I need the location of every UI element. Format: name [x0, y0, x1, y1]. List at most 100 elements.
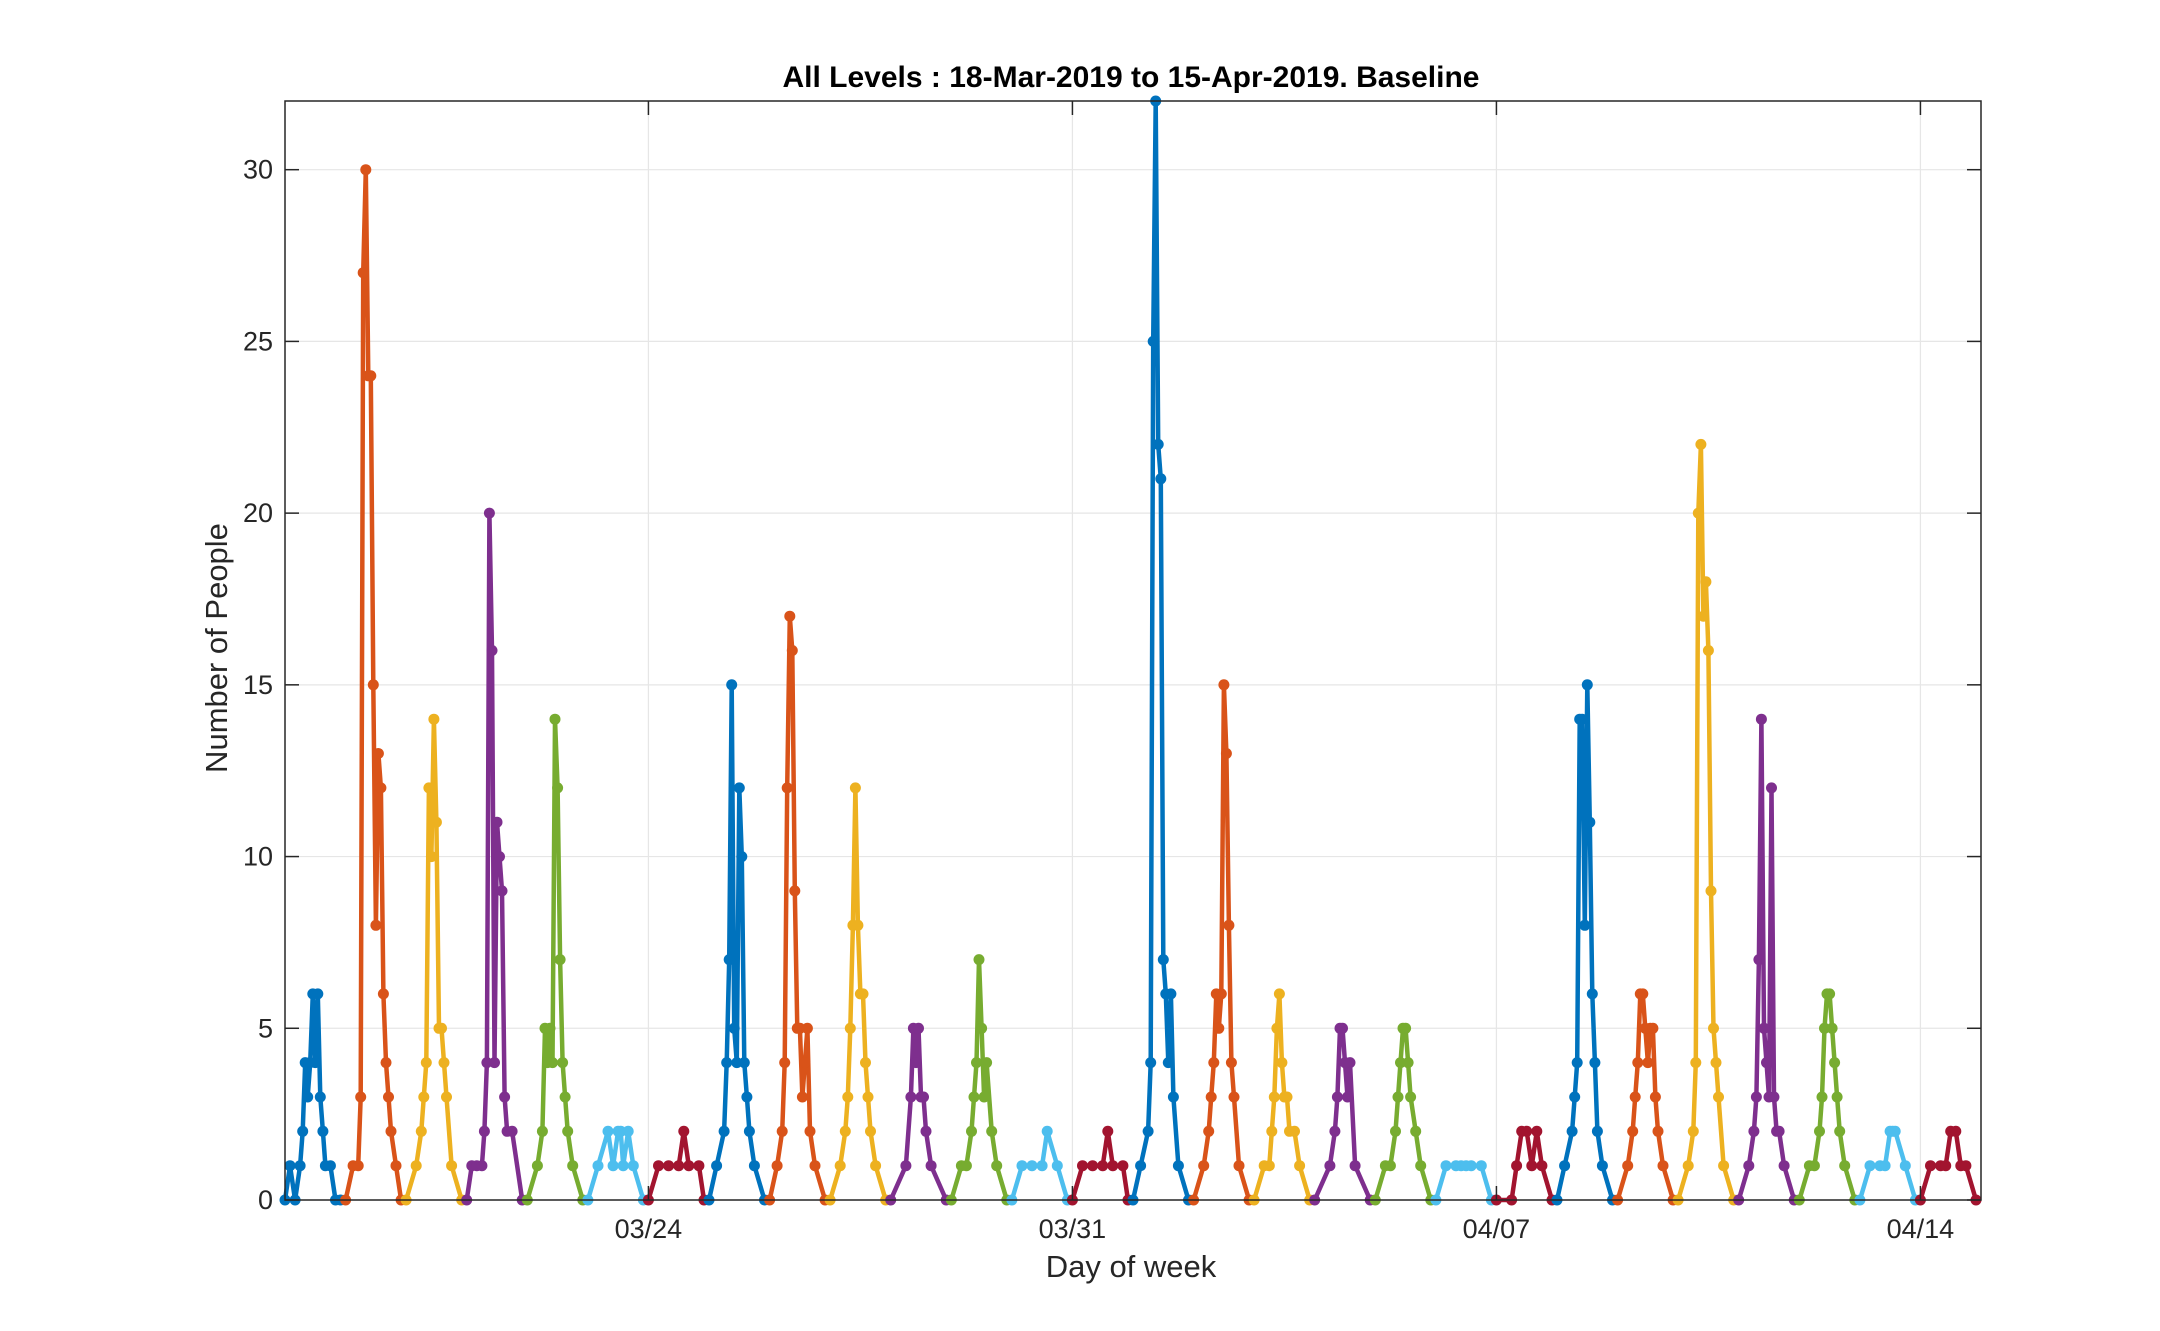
data-point	[1440, 1160, 1452, 1172]
series-10	[824, 782, 892, 1206]
data-point	[536, 1125, 548, 1137]
series-3	[400, 713, 468, 1206]
data-point	[360, 164, 372, 176]
data-point	[1344, 1057, 1356, 1069]
data-point	[428, 713, 440, 725]
data-point	[1276, 1057, 1288, 1069]
data-point	[1172, 1160, 1184, 1172]
data-point	[1622, 1160, 1634, 1172]
data-point	[1629, 1091, 1641, 1103]
data-point	[1266, 1125, 1278, 1137]
data-point	[748, 1160, 760, 1172]
data-point	[284, 1160, 296, 1172]
data-point	[1950, 1125, 1962, 1137]
data-point	[1571, 1057, 1583, 1069]
data-point	[1713, 1091, 1724, 1103]
data-point	[592, 1160, 604, 1172]
data-point	[390, 1160, 402, 1172]
data-point	[1097, 1160, 1109, 1172]
data-point	[653, 1160, 664, 1172]
data-point	[1584, 816, 1596, 828]
data-point	[1036, 1160, 1048, 1172]
data-point	[1410, 1125, 1422, 1137]
data-point	[799, 1057, 811, 1069]
data-point	[1337, 1022, 1348, 1034]
data-point	[1591, 1125, 1603, 1137]
data-point	[1218, 679, 1230, 691]
data-point	[552, 782, 564, 794]
data-point	[1652, 1125, 1664, 1137]
data-point	[1755, 713, 1767, 725]
data-point	[478, 1125, 490, 1137]
data-point	[1589, 1057, 1601, 1069]
data-point	[355, 1091, 367, 1103]
data-point	[860, 1057, 871, 1069]
data-point	[557, 1057, 569, 1069]
data-point	[1225, 1057, 1237, 1069]
series-16	[1188, 679, 1255, 1206]
data-point	[1531, 1125, 1543, 1137]
data-point	[1145, 1057, 1157, 1069]
data-point	[693, 1160, 705, 1172]
y-tick-label: 0	[258, 1185, 273, 1215]
data-point	[1198, 1160, 1210, 1172]
data-point	[1778, 1160, 1790, 1172]
data-point	[1637, 988, 1649, 1000]
plot-frame	[284, 100, 1982, 1201]
data-point	[420, 1057, 432, 1069]
data-point	[1889, 1125, 1901, 1137]
data-point	[1289, 1125, 1300, 1137]
series-line	[767, 613, 828, 1201]
data-point	[297, 1125, 309, 1137]
data-series	[279, 95, 1982, 1206]
data-point	[554, 954, 566, 966]
data-point	[1157, 954, 1169, 966]
y-tick-label: 10	[243, 842, 273, 872]
data-point	[1152, 438, 1164, 450]
data-point	[726, 679, 738, 691]
data-point	[1271, 1022, 1283, 1034]
series-11	[885, 1022, 952, 1206]
data-point	[786, 645, 798, 656]
data-point	[549, 713, 561, 725]
data-point	[900, 1160, 912, 1172]
data-point	[1281, 1091, 1293, 1103]
data-point	[796, 1091, 808, 1103]
data-point	[743, 1125, 755, 1137]
data-point	[476, 1160, 488, 1172]
data-point	[1405, 1091, 1417, 1103]
data-point	[1808, 1160, 1820, 1172]
series-21	[1490, 1125, 1558, 1206]
data-point	[991, 1160, 1003, 1172]
data-point	[771, 1160, 783, 1172]
data-point	[728, 1022, 740, 1034]
data-point	[489, 1057, 500, 1069]
data-point	[410, 1160, 422, 1172]
series-4	[461, 507, 528, 1206]
data-point	[1220, 748, 1232, 759]
data-point	[418, 1091, 430, 1103]
data-point	[844, 1022, 856, 1034]
data-point	[910, 1057, 922, 1069]
data-point	[1579, 919, 1591, 931]
data-point	[1826, 1022, 1838, 1034]
data-point	[617, 1160, 629, 1172]
data-point	[1107, 1160, 1119, 1172]
series-17	[1248, 988, 1316, 1206]
x-tick-label: 03/31	[1039, 1214, 1107, 1244]
data-point	[1016, 1160, 1028, 1172]
data-point	[446, 1160, 458, 1172]
data-point	[559, 1091, 571, 1103]
data-point	[1748, 1125, 1760, 1137]
data-point	[1051, 1160, 1063, 1172]
data-point	[544, 1022, 556, 1034]
data-point	[1700, 576, 1712, 588]
data-point	[1203, 1125, 1215, 1137]
data-point	[1692, 507, 1704, 519]
data-point	[377, 988, 389, 1000]
data-point	[1268, 1091, 1280, 1103]
data-point	[1294, 1160, 1306, 1172]
data-point	[1465, 1160, 1477, 1172]
data-point	[1162, 1057, 1174, 1069]
